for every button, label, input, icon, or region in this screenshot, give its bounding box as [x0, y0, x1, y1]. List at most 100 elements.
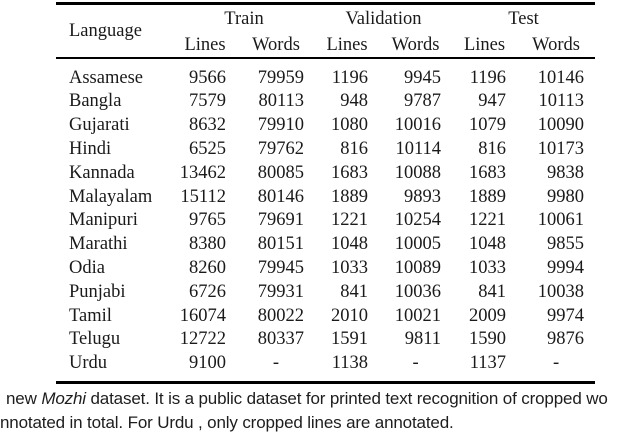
language-cell: Manipuri [69, 210, 138, 231]
value-cell: 16074 [179, 305, 226, 326]
value-cell: 9855 [547, 234, 585, 255]
value-cell: 79931 [257, 281, 305, 302]
value-cell: 10038 [537, 281, 585, 302]
value-cell: 80146 [257, 186, 305, 207]
value-cell: 947 [478, 91, 507, 112]
value-cell: 1033 [331, 258, 369, 279]
column-header-language: Language [69, 20, 142, 41]
value-cell: 80113 [258, 91, 305, 112]
table-row: Gujarati 8632 79910 1080 10016 1079 10090 [56, 114, 595, 138]
value-cell: 80085 [257, 162, 305, 183]
table-top-rule [56, 2, 595, 5]
value-cell: 1196 [469, 67, 507, 88]
table-row: Tamil 16074 80022 2010 10021 2009 9974 [56, 304, 595, 328]
value-cell: 9876 [547, 329, 585, 350]
table-row: Assamese 9566 79959 1196 9945 1196 10146 [56, 57, 595, 90]
value-cell: 1196 [331, 67, 369, 88]
column-header-test-words: Words [532, 34, 580, 55]
value-cell: 13462 [179, 162, 226, 183]
value-cell: 1889 [469, 186, 507, 207]
value-cell: 10173 [537, 139, 585, 160]
table-row: Kannada 13462 80085 1683 10088 1683 9838 [56, 161, 595, 185]
value-cell: 1033 [469, 258, 507, 279]
value-cell: 79910 [257, 115, 305, 136]
table-row: Hindi 6525 79762 816 10114 816 10173 [56, 137, 595, 161]
value-cell: 841 [478, 281, 507, 302]
column-group-train: Train [224, 8, 264, 29]
language-cell: Odia [69, 258, 105, 279]
value-cell: 7579 [189, 91, 226, 112]
value-cell: 80337 [257, 329, 305, 350]
value-cell: 9765 [189, 210, 226, 231]
value-cell: 1590 [469, 329, 507, 350]
column-header-validation-lines: Lines [326, 34, 368, 55]
table-header-rule [56, 57, 595, 59]
value-cell: 10021 [394, 305, 442, 326]
value-cell: 79959 [257, 67, 305, 88]
value-cell: 1048 [331, 234, 369, 255]
table-row: Punjabi 6726 79931 841 10036 841 10038 [56, 280, 595, 304]
value-cell: 9100 [189, 353, 226, 374]
value-cell: 9974 [547, 305, 585, 326]
value-cell: 1221 [331, 210, 369, 231]
value-cell: 10089 [394, 258, 442, 279]
value-cell: 8380 [189, 234, 226, 255]
value-cell: 9811 [404, 329, 442, 350]
value-cell: - [272, 353, 280, 374]
value-cell: 9838 [547, 162, 585, 183]
value-cell: - [412, 353, 419, 374]
value-cell: 1221 [469, 210, 507, 231]
caption-line-1-prefix: new [6, 389, 42, 408]
column-group-test: Test [508, 8, 539, 29]
value-cell: 79762 [257, 139, 305, 160]
value-cell: 1591 [331, 329, 369, 350]
value-cell: 2009 [469, 305, 507, 326]
table-header: Language Train Validation Test Lines Wor… [56, 5, 595, 57]
table-bottom-rule [56, 381, 595, 384]
table-row: Malayalam 15112 80146 1889 9893 1889 9980 [56, 185, 595, 209]
value-cell: 1079 [469, 115, 507, 136]
value-cell: 10114 [395, 139, 442, 160]
table-row: Marathi 8380 80151 1048 10005 1048 9855 [56, 233, 595, 257]
language-cell: Tamil [69, 305, 112, 326]
value-cell: 2010 [331, 305, 369, 326]
value-cell: 9980 [547, 186, 585, 207]
language-cell: Malayalam [69, 186, 153, 207]
value-cell: - [552, 353, 560, 374]
caption-line-1-rest: dataset. It is a public dataset for prin… [85, 389, 608, 408]
value-cell: 79691 [257, 210, 305, 231]
value-cell: 6525 [189, 139, 226, 160]
header-sub-row: Lines Words Lines Words Lines Words [56, 33, 595, 57]
table-row: Urdu 9100 - 1138 - 1137 - [56, 352, 595, 376]
language-cell: Kannada [69, 162, 135, 183]
language-cell: Assamese [69, 67, 143, 88]
caption-line-2: nnotated in total. For Urdu , only cropp… [0, 413, 454, 432]
value-cell: 10005 [394, 234, 442, 255]
value-cell: 9893 [404, 186, 442, 207]
value-cell: 10146 [537, 67, 585, 88]
column-header-train-words: Words [252, 34, 300, 55]
table-body: Assamese 9566 79959 1196 9945 1196 10146 Bangla… [56, 57, 595, 375]
value-cell: 9945 [404, 67, 442, 88]
language-cell: Urdu [69, 353, 108, 374]
language-cell: Telugu [69, 329, 121, 350]
column-header-train-lines: Lines [184, 34, 226, 55]
value-cell: 1138 [331, 353, 369, 374]
value-cell: 10113 [538, 91, 585, 112]
value-cell: 80022 [257, 305, 305, 326]
table-row: Manipuri 9765 79691 1221 10254 1221 10061 [56, 209, 595, 233]
column-header-validation-words: Words [391, 34, 440, 55]
table-row: Telugu 12722 80337 1591 9811 1590 9876 [56, 328, 595, 352]
value-cell: 1683 [469, 162, 507, 183]
column-group-validation: Validation [345, 8, 422, 29]
value-cell: 8632 [189, 115, 226, 136]
value-cell: 79945 [257, 258, 305, 279]
value-cell: 10254 [394, 210, 442, 231]
value-cell: 9994 [547, 258, 585, 279]
value-cell: 15112 [180, 186, 226, 207]
header-group-row: Language Train Validation Test [56, 5, 595, 41]
caption-line-1: new Mozhi dataset. It is a public datase… [0, 387, 640, 411]
value-cell: 10061 [537, 210, 585, 231]
value-cell: 12722 [179, 329, 226, 350]
value-cell: 10090 [537, 115, 585, 136]
